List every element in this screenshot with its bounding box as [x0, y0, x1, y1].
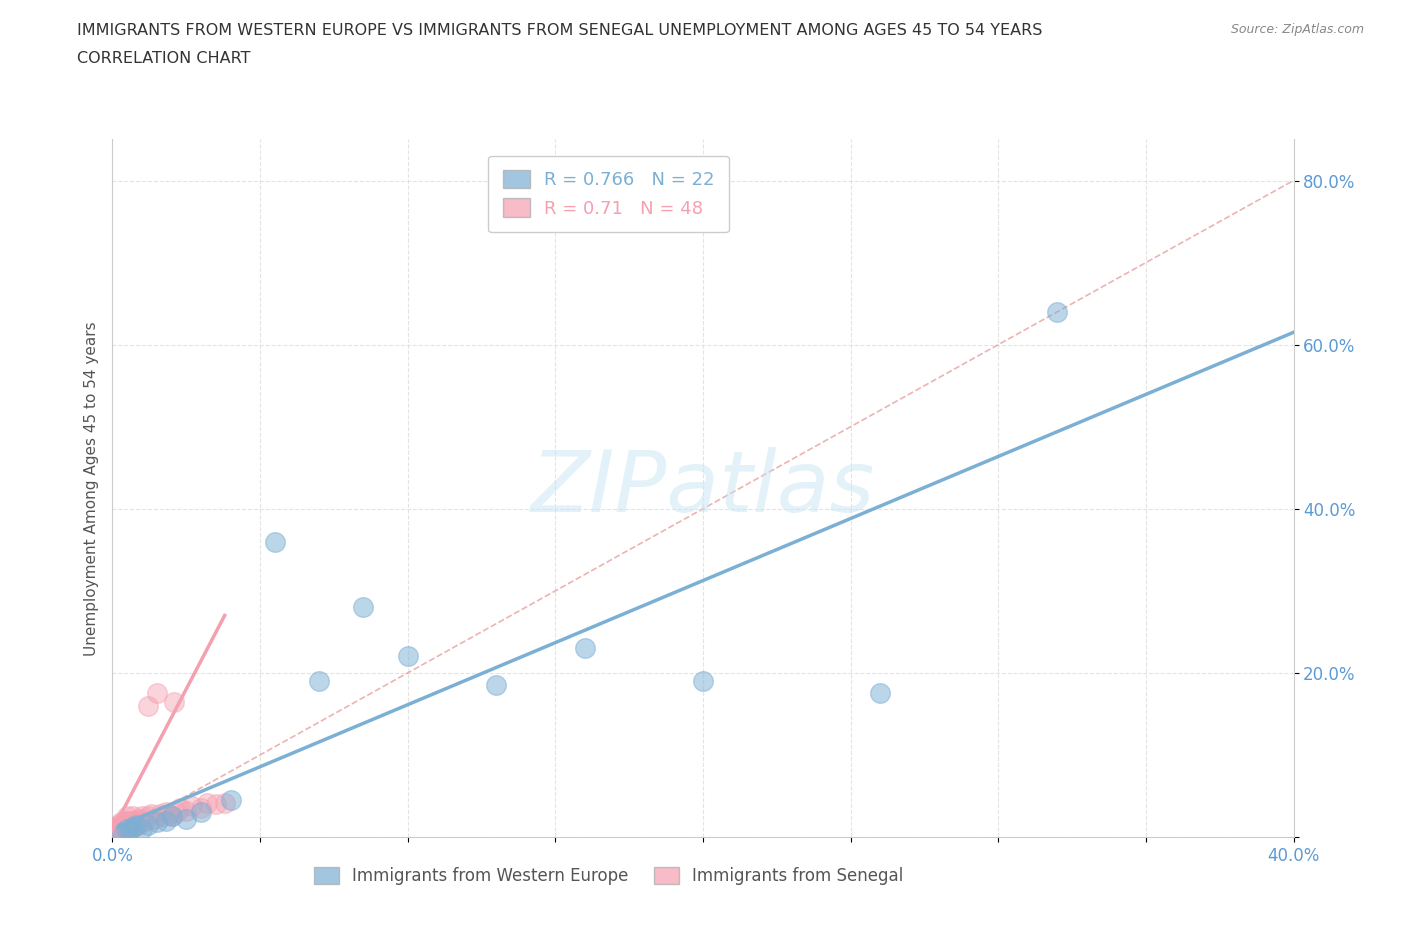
Point [214, 795, 236, 810]
Point [110, 826, 132, 841]
Point [107, 819, 129, 834]
Point [174, 812, 197, 827]
Point [110, 821, 132, 836]
Point [396, 649, 419, 664]
Point [136, 698, 159, 713]
Point [146, 686, 169, 701]
Point [169, 801, 191, 816]
Point [117, 821, 138, 836]
Point [174, 804, 197, 818]
Point [120, 819, 142, 834]
Point [125, 813, 148, 828]
Point [117, 817, 138, 832]
Point [219, 792, 242, 807]
Point [122, 813, 145, 828]
Point [160, 809, 183, 824]
Point [166, 805, 188, 820]
Legend: Immigrants from Western Europe, Immigrants from Senegal: Immigrants from Western Europe, Immigran… [307, 860, 910, 892]
Y-axis label: Unemployment Among Ages 45 to 54 years: Unemployment Among Ages 45 to 54 years [83, 321, 98, 656]
Point [160, 809, 183, 824]
Point [155, 813, 177, 828]
Point [181, 798, 204, 813]
Point [125, 817, 148, 832]
Point [1046, 304, 1069, 319]
Text: ZIPatlas: ZIPatlas [531, 446, 875, 530]
Point [574, 641, 596, 656]
Point [117, 815, 138, 830]
Point [120, 823, 142, 838]
Text: IMMIGRANTS FROM WESTERN EUROPE VS IMMIGRANTS FROM SENEGAL UNEMPLOYMENT AMONG AGE: IMMIGRANTS FROM WESTERN EUROPE VS IMMIGR… [77, 23, 1043, 38]
Point [352, 600, 374, 615]
Point [264, 534, 287, 549]
Point [152, 809, 174, 824]
Point [104, 819, 127, 834]
Point [112, 813, 135, 828]
Point [125, 817, 148, 832]
Point [131, 815, 153, 830]
Point [139, 806, 162, 821]
Point [110, 819, 132, 834]
Point [112, 817, 135, 832]
Point [131, 809, 153, 824]
Point [122, 819, 145, 834]
Point [128, 817, 150, 832]
Point [692, 673, 714, 688]
Point [122, 809, 145, 824]
Point [120, 815, 142, 830]
Point [104, 821, 127, 836]
Point [190, 801, 212, 816]
Point [107, 817, 129, 832]
Point [869, 686, 891, 701]
Point [157, 806, 180, 821]
Point [190, 805, 212, 820]
Point [195, 795, 218, 810]
Point [110, 815, 132, 830]
Point [128, 812, 150, 827]
Point [131, 821, 153, 836]
Point [134, 813, 156, 828]
Point [122, 817, 145, 832]
Point [112, 819, 135, 834]
Point [149, 806, 172, 821]
Point [117, 821, 138, 836]
Point [308, 673, 330, 688]
Point [101, 823, 124, 838]
Point [120, 813, 142, 828]
Point [163, 694, 186, 709]
Point [146, 815, 169, 830]
Point [107, 823, 129, 838]
Text: CORRELATION CHART: CORRELATION CHART [77, 51, 250, 66]
Point [205, 797, 228, 812]
Point [136, 809, 159, 824]
Point [155, 805, 177, 820]
Point [117, 809, 138, 824]
Point [142, 812, 165, 827]
Text: Source: ZipAtlas.com: Source: ZipAtlas.com [1230, 23, 1364, 36]
Point [136, 817, 159, 832]
Point [485, 678, 508, 693]
